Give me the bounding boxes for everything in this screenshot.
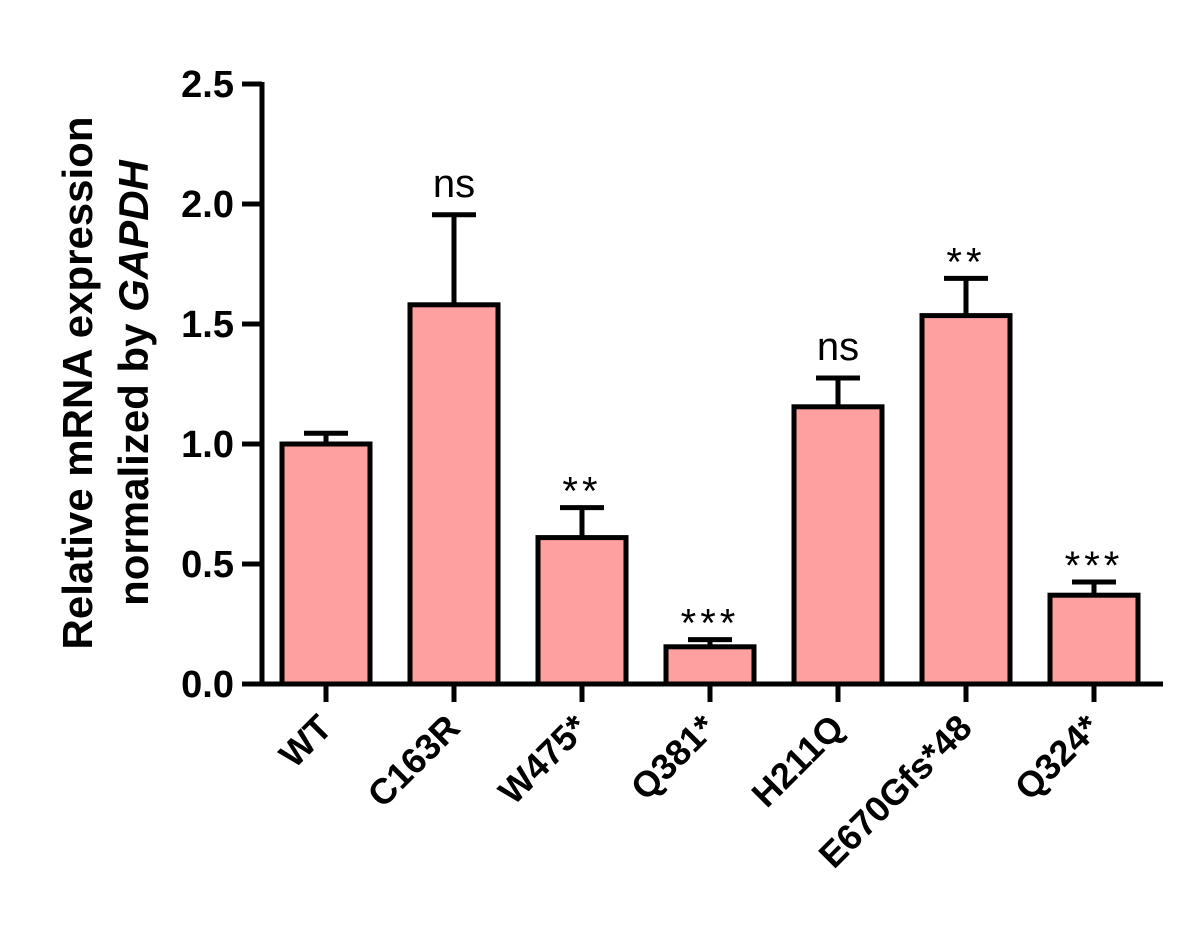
significance-labels: ns*****ns*****: [433, 162, 1124, 646]
error-bar: [304, 430, 348, 444]
x-tick-label: W475*: [490, 707, 595, 812]
y-tick-label: 1.0: [181, 424, 234, 466]
significance-label: ***: [681, 602, 740, 646]
y-axis-label-line2-prefix: normalized by: [110, 312, 157, 606]
y-axis-label-gene: GAPDH: [110, 158, 157, 311]
y-tick-label: 2.0: [181, 184, 234, 226]
bar: [407, 302, 501, 687]
bar: [791, 404, 885, 687]
bars: [279, 302, 1141, 687]
y-tick-label: 1.5: [181, 304, 234, 346]
error-bar: [944, 275, 988, 316]
significance-label: ***: [1065, 544, 1124, 588]
y-axis-label-line2: normalized by GAPDH: [110, 158, 157, 605]
bar: [919, 313, 1013, 687]
bar: [663, 644, 757, 687]
significance-label: **: [562, 470, 601, 514]
x-tick-label: Q324*: [1006, 707, 1107, 808]
y-tick-label: 0.5: [181, 544, 234, 586]
error-bar: [432, 212, 476, 305]
significance-label: ns: [433, 162, 475, 206]
x-tick-label: Q381*: [622, 707, 723, 808]
error-bar: [1072, 579, 1116, 596]
y-axis-label-line1: Relative mRNA expression: [54, 117, 101, 650]
x-tick-label: WT: [271, 707, 340, 776]
y-axis-label: Relative mRNA expression normalized by G…: [54, 117, 157, 650]
y-axis: 0.0 0.5 1.0 1.5 2.0 2.5: [181, 64, 265, 706]
x-tick-label: C163R: [359, 707, 467, 815]
bar: [535, 535, 629, 687]
error-bar: [688, 637, 732, 647]
error-bar: [816, 375, 860, 407]
y-tick-label: 2.5: [181, 64, 234, 106]
bar: [1047, 592, 1141, 687]
significance-label: ns: [817, 325, 859, 369]
significance-label: **: [946, 240, 985, 284]
y-tick-label: 0.0: [181, 664, 234, 706]
x-tick-label: H211Q: [743, 707, 851, 815]
bar: [279, 441, 373, 687]
error-bars: [304, 212, 1116, 647]
error-bar: [560, 505, 604, 538]
